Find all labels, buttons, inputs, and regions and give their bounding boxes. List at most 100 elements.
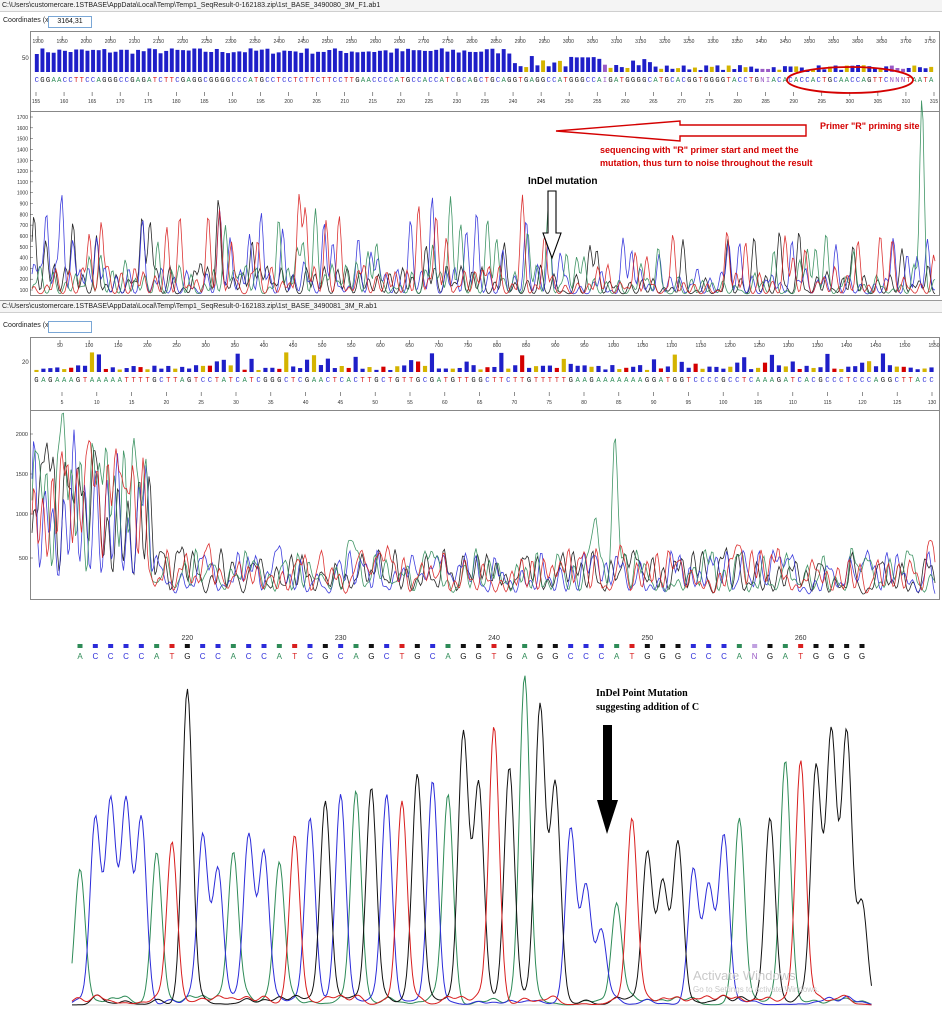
- base-call: C: [479, 77, 484, 85]
- quality-bar: [895, 68, 900, 72]
- base-call: C: [381, 377, 386, 385]
- quality-bar: [776, 365, 781, 372]
- coordinates-field-f1[interactable]: 3164,31: [48, 16, 92, 28]
- base-call: G: [34, 377, 38, 385]
- base-call: C: [788, 77, 793, 85]
- base-call: C: [833, 77, 838, 85]
- base-quality-marker: [123, 644, 129, 648]
- base-call: G: [675, 652, 681, 661]
- quality-bar: [889, 65, 894, 72]
- base-tick-label: 15: [129, 400, 135, 406]
- base-call: C: [721, 652, 727, 661]
- base-call: A: [912, 77, 917, 85]
- base-quality-marker: [292, 644, 298, 648]
- base-call: G: [395, 377, 399, 385]
- base-call: A: [97, 377, 102, 385]
- base-call: C: [265, 77, 270, 85]
- base-call: T: [630, 652, 635, 661]
- scan-tick-label: 1150: [696, 343, 707, 349]
- quality-bar: [113, 51, 118, 72]
- quality-bar: [582, 365, 587, 372]
- base-call: C: [462, 77, 467, 85]
- base-call: A: [395, 77, 400, 85]
- quality-bar: [416, 361, 421, 372]
- quality-bar: [687, 69, 692, 72]
- base-call: C: [288, 77, 293, 85]
- base-quality-marker: [614, 644, 620, 648]
- trace-t: [31, 193, 936, 295]
- quality-bar: [499, 352, 504, 372]
- base-call: N: [890, 77, 894, 85]
- file-path-title-r: C:\Users\customercare.1STBASE\AppData\Lo…: [0, 300, 942, 313]
- base-quality-marker: [767, 644, 773, 648]
- quality-bar: [254, 50, 259, 72]
- scan-tick-label: 400: [260, 343, 269, 349]
- base-call: C: [237, 77, 242, 85]
- quality-bar: [492, 366, 497, 372]
- base-call: A: [783, 652, 789, 661]
- quality-bar: [568, 363, 573, 372]
- quality-bar: [642, 59, 647, 72]
- base-call: C: [68, 77, 73, 85]
- base-call: C: [839, 377, 844, 385]
- quality-bar: [822, 69, 827, 72]
- base-call: G: [48, 377, 52, 385]
- quality-bar: [221, 359, 226, 372]
- base-call: G: [457, 77, 461, 85]
- trace-c: [31, 429, 936, 595]
- base-call: T: [74, 77, 79, 85]
- quality-bar: [175, 49, 180, 72]
- base-call: C: [693, 377, 698, 385]
- quality-bar: [74, 49, 79, 72]
- base-quality-marker: [506, 644, 512, 648]
- quality-bar: [636, 65, 641, 72]
- quality-bar: [96, 50, 101, 72]
- qv-scale-label: 20: [22, 360, 29, 366]
- base-call: T: [327, 77, 332, 85]
- base-call: C: [417, 77, 422, 85]
- base-quality-marker: [598, 644, 604, 648]
- scan-tick-label: 950: [580, 343, 589, 349]
- base-call: T: [138, 377, 143, 385]
- base-tick-label: 170: [116, 99, 125, 105]
- base-call: C: [123, 652, 129, 661]
- base-call: C: [35, 77, 40, 85]
- base-call: C: [208, 377, 213, 385]
- quality-bar: [541, 60, 546, 72]
- y-tick-label: 1500: [17, 137, 28, 143]
- primer-site-label: Primer "R" priming site: [820, 121, 920, 131]
- base-call: G: [46, 77, 50, 85]
- quality-bar: [91, 49, 96, 72]
- base-call: C: [92, 652, 98, 661]
- base-call: C: [138, 652, 144, 661]
- quality-bar: [922, 368, 927, 372]
- base-call: C: [777, 77, 782, 85]
- base-call: T: [170, 652, 175, 661]
- base-call: T: [402, 377, 407, 385]
- quality-bar: [451, 49, 456, 72]
- base-call: C: [670, 77, 675, 85]
- base-call: T: [322, 77, 327, 85]
- quality-bar: [917, 67, 922, 72]
- quality-bar: [389, 52, 394, 72]
- base-call: C: [798, 377, 803, 385]
- quality-bar: [676, 68, 681, 72]
- y-tick-label: 300: [20, 266, 29, 272]
- base-call: G: [767, 652, 773, 661]
- chromatogram-f1[interactable]: [30, 111, 940, 296]
- base-tick-label: 35: [268, 400, 274, 406]
- quality-bar: [659, 68, 664, 72]
- base-quality-marker: [414, 644, 420, 648]
- sequence-header-r: [30, 337, 940, 412]
- quality-bar: [777, 69, 782, 72]
- quality-bar: [707, 366, 712, 372]
- base-tick-label: 85: [616, 400, 622, 406]
- coordinates-field-r[interactable]: [48, 321, 92, 333]
- base-call: C: [63, 77, 68, 85]
- base-call: A: [596, 377, 601, 385]
- quality-bar: [709, 66, 714, 72]
- base-call: G: [721, 377, 725, 385]
- base-call: G: [263, 377, 267, 385]
- base-tick-label: 105: [754, 400, 763, 406]
